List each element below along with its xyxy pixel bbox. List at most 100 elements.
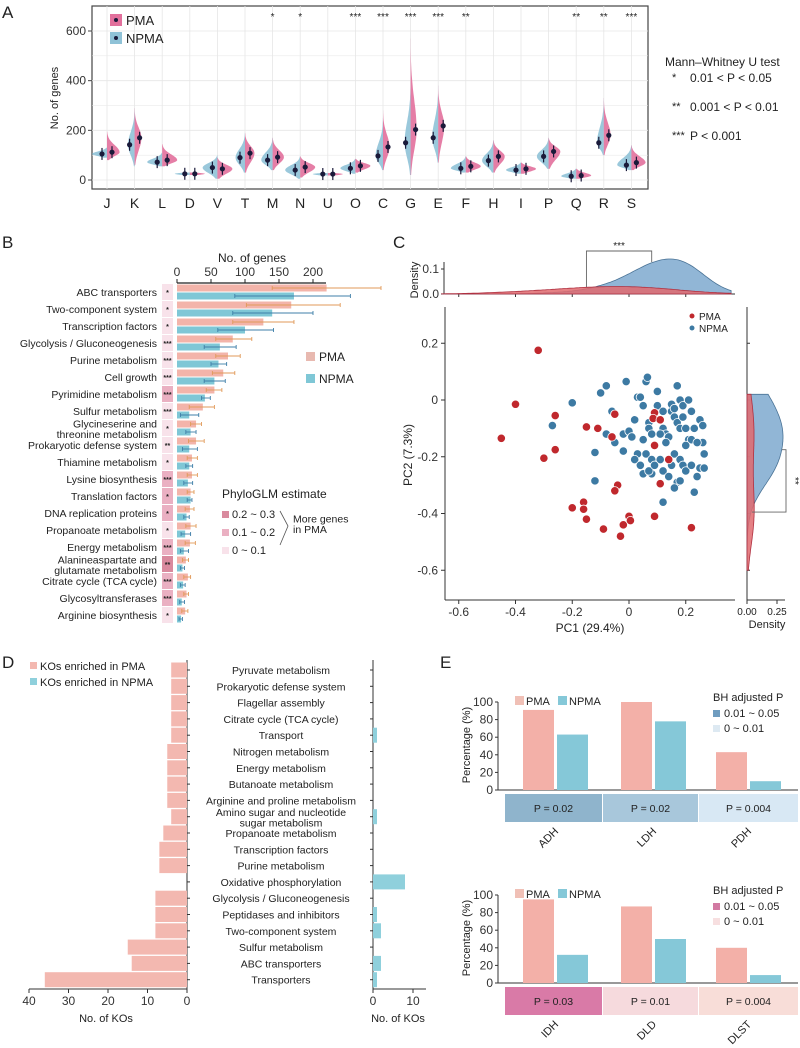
legend-label: PMA bbox=[526, 889, 551, 901]
category-label: Amino sugar and nucleotide sugar metaboli… bbox=[216, 807, 346, 830]
significance-mark: ** bbox=[165, 443, 171, 450]
point-npma bbox=[658, 406, 668, 416]
category-label: Peptidases and inhibitors bbox=[222, 910, 339, 922]
bar-pma bbox=[163, 825, 187, 841]
category-label: Sulfur metabolism bbox=[73, 406, 157, 418]
phyloglm-cell bbox=[162, 590, 173, 606]
legend-dot bbox=[114, 36, 118, 40]
significance-mark: * bbox=[166, 426, 169, 433]
median-point bbox=[302, 164, 308, 170]
point-npma bbox=[686, 460, 697, 470]
significance-mark: * bbox=[166, 613, 169, 620]
point-pma bbox=[539, 453, 549, 463]
significance-mark: ** bbox=[572, 12, 580, 23]
median-point bbox=[385, 144, 391, 150]
point-npma bbox=[652, 386, 662, 397]
x-tick-label: Q bbox=[571, 195, 582, 211]
bar-pma bbox=[177, 352, 228, 360]
category-label: Two-component system bbox=[226, 926, 337, 938]
violin-pma bbox=[438, 85, 445, 163]
test-legend-text: P < 0.001 bbox=[690, 129, 742, 143]
median-point bbox=[633, 160, 640, 166]
bar-pma bbox=[171, 662, 187, 678]
panel-label-d: D bbox=[2, 653, 14, 672]
point-npma bbox=[699, 449, 709, 459]
bar-npma bbox=[655, 721, 686, 790]
y-axis-title: PC2 (7.3%) bbox=[401, 424, 415, 486]
y-tick-label: 60 bbox=[480, 923, 494, 937]
significance-mark: ** bbox=[600, 12, 608, 23]
p-value-cell bbox=[699, 794, 798, 822]
category-label: Transporters bbox=[251, 975, 310, 987]
panel-label-a: A bbox=[2, 3, 14, 22]
significance-mark: *** bbox=[163, 409, 171, 416]
point-npma bbox=[678, 412, 688, 422]
x-tick-label: -0.6 bbox=[448, 605, 469, 619]
significance-mark: ** bbox=[789, 477, 800, 485]
legend-swatch bbox=[515, 696, 524, 705]
category-label: Purine metabolism bbox=[70, 355, 157, 367]
x-tick-label: T bbox=[241, 195, 250, 211]
category-label: Cell growth bbox=[104, 372, 157, 384]
density-top-pma bbox=[441, 286, 732, 295]
significance-mark: *** bbox=[350, 12, 362, 23]
category-label: Glycineserine and threonine metabolism bbox=[57, 418, 158, 441]
legend-label: NPMA bbox=[699, 324, 728, 335]
category-label: Citrate cycle (TCA cycle) bbox=[224, 714, 339, 726]
bar-pma bbox=[167, 776, 187, 792]
y-tick-label: 0.2 bbox=[421, 336, 438, 350]
point-npma bbox=[655, 429, 665, 439]
point-npma bbox=[686, 406, 697, 416]
point-pma bbox=[649, 440, 660, 450]
phyloglm-cell bbox=[162, 454, 173, 470]
category-label: Pyruvate metabolism bbox=[232, 665, 330, 677]
bar-npma bbox=[750, 975, 781, 983]
bar-npma bbox=[750, 781, 781, 790]
bar-pma bbox=[167, 760, 187, 776]
median-point bbox=[320, 171, 326, 177]
category-label: Prokaryotic defense system bbox=[28, 440, 157, 452]
bar-pma bbox=[155, 923, 187, 939]
point-npma bbox=[649, 460, 660, 470]
significance-mark: *** bbox=[377, 12, 389, 23]
bar-npma bbox=[373, 907, 377, 922]
significance-mark: *** bbox=[432, 12, 444, 23]
bar-pma bbox=[44, 972, 187, 988]
x-tick-label: C bbox=[378, 195, 388, 211]
category-label: ADH bbox=[536, 826, 561, 851]
bar-npma bbox=[373, 955, 381, 971]
significance-mark: ** bbox=[462, 12, 470, 23]
phyloglm-cell bbox=[162, 403, 173, 419]
y-axis-title: Percentage (%) bbox=[461, 707, 473, 783]
significance-mark: * bbox=[271, 12, 275, 23]
significance-mark: *** bbox=[163, 477, 171, 484]
category-label: Two-component system bbox=[46, 304, 157, 316]
phyloglm-legend-title: PhyloGLM estimate bbox=[222, 487, 327, 501]
y-axis-title: No. of genes bbox=[49, 66, 61, 129]
phyloglm-cell bbox=[162, 335, 173, 351]
x-tick-label: 0 bbox=[174, 265, 181, 279]
point-npma bbox=[669, 449, 680, 459]
bar-pma bbox=[171, 678, 187, 694]
panel-label-c: C bbox=[393, 233, 405, 252]
x-tick-label: G bbox=[405, 195, 416, 211]
point-npma bbox=[601, 381, 611, 391]
y-tick-label: 200 bbox=[66, 123, 86, 137]
bar-npma bbox=[177, 377, 215, 385]
legend-label: NPMA bbox=[319, 372, 354, 386]
point-pma bbox=[686, 523, 697, 533]
p-value-label: P = 0.004 bbox=[726, 803, 771, 815]
x-tick-label: D bbox=[185, 195, 195, 211]
bar-npma bbox=[373, 727, 377, 743]
significance-mark: *** bbox=[613, 241, 625, 252]
y-tick-label: 80 bbox=[480, 906, 494, 920]
category-label: Arginine biosynthesis bbox=[58, 610, 157, 622]
bar-pma bbox=[177, 420, 197, 428]
panel-label-e: E bbox=[440, 653, 451, 672]
x-tick-label: -0.4 bbox=[505, 605, 526, 619]
bar-npma bbox=[177, 326, 245, 334]
median-point bbox=[219, 166, 225, 172]
x-tick-label: 100 bbox=[235, 265, 255, 279]
bar-pma bbox=[177, 556, 186, 564]
median-point bbox=[265, 157, 271, 163]
